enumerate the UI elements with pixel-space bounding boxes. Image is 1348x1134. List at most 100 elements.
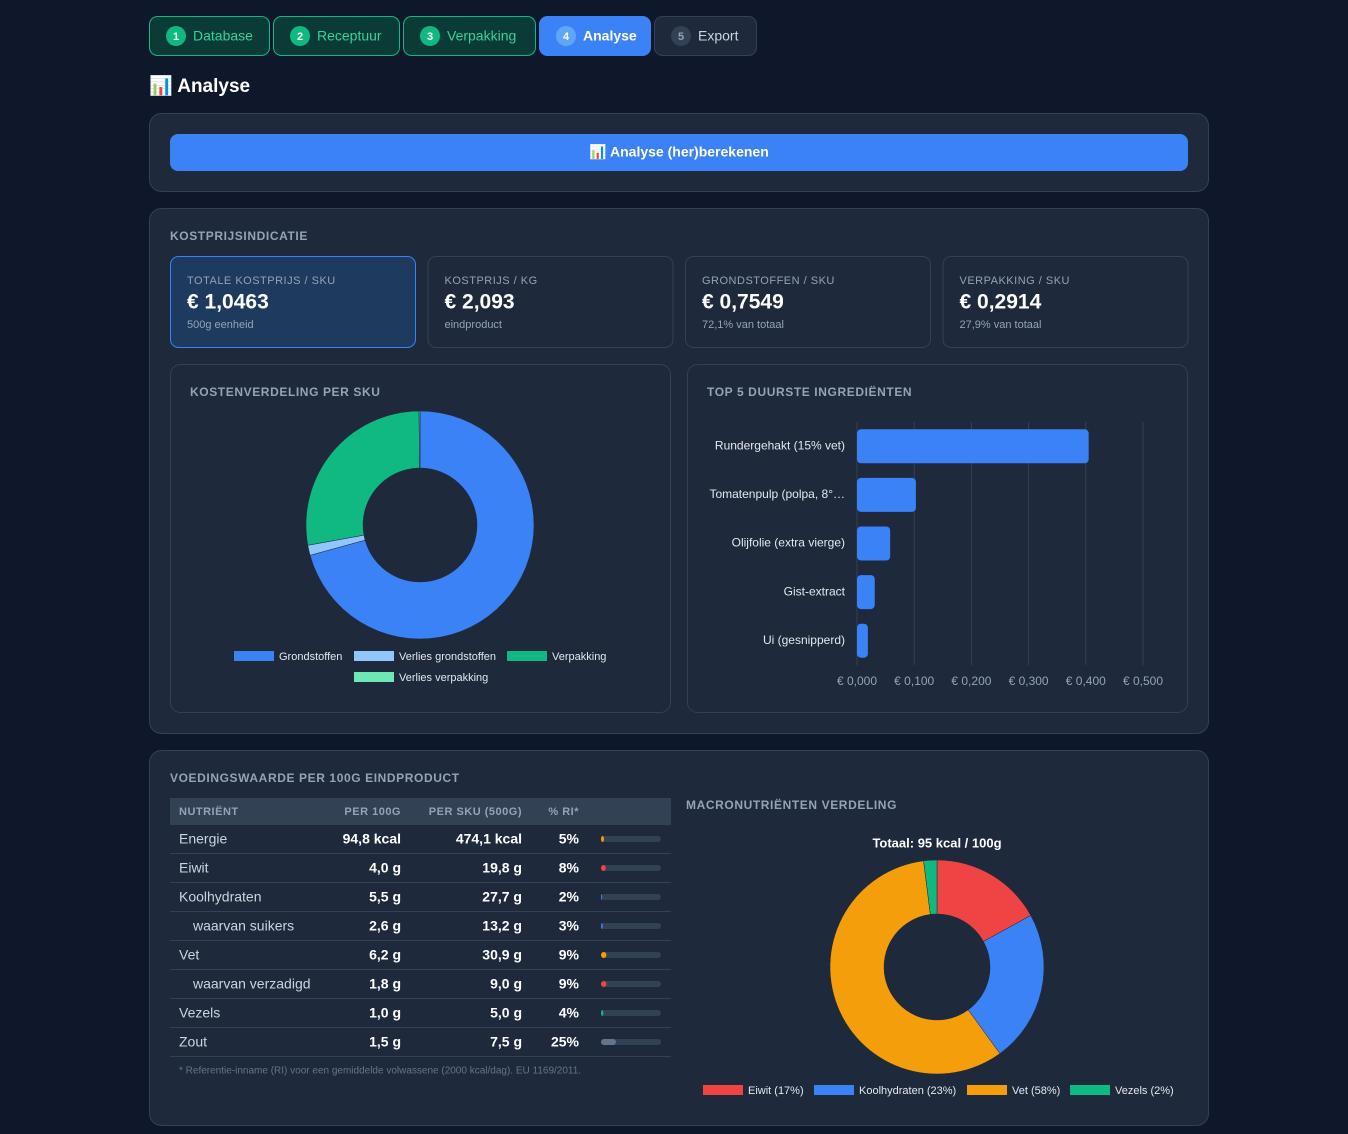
- ri-bar: [601, 836, 604, 842]
- step-number[interactable]: 2: [297, 31, 303, 43]
- per-100g: 4,0 g: [369, 860, 401, 876]
- ri-track: [601, 1010, 661, 1016]
- ri-percent: 2%: [559, 889, 580, 905]
- bar: [857, 429, 1089, 464]
- kpi-value: € 2,093: [445, 291, 515, 314]
- legend-label: Verpakking: [552, 651, 606, 663]
- step-tab[interactable]: [403, 16, 536, 56]
- step-label[interactable]: Receptuur: [317, 28, 382, 44]
- kpi-value: € 0,7549: [702, 291, 784, 314]
- ri-bar: [601, 1010, 604, 1016]
- nutrient-name: Koolhydraten: [179, 889, 262, 905]
- button-label[interactable]: 📊 Analyse (her)berekenen: [589, 144, 769, 161]
- kpi-card: [685, 256, 931, 348]
- page-title: 📊 Analyse: [149, 74, 250, 97]
- x-tick-label: € 0,400: [1066, 674, 1106, 688]
- donut-slice: [305, 410, 420, 546]
- kpi-sub: 72,1% van totaal: [702, 319, 784, 331]
- legend-label: Vezels (2%): [1115, 1085, 1174, 1097]
- y-tick-label: Gist-extract: [784, 584, 846, 598]
- ri-bar: [601, 894, 603, 900]
- y-tick-label: Ui (gesnipperd): [763, 633, 845, 647]
- kpi-sub: 27,9% van totaal: [960, 319, 1042, 331]
- ri-bar: [601, 923, 603, 929]
- nutrient-name: Zout: [179, 1034, 207, 1050]
- step-badge[interactable]: [290, 26, 310, 46]
- per-sku: 5,0 g: [490, 1005, 522, 1021]
- legend-label: Eiwit (17%): [748, 1085, 804, 1097]
- kpi-label: TOTALE KOSTPRIJS / SKU: [187, 275, 336, 287]
- x-tick-label: € 0,300: [1009, 674, 1049, 688]
- recalc-button[interactable]: [170, 134, 1188, 171]
- step-tab[interactable]: [149, 16, 270, 56]
- chart-subtitle: Totaal: 95 kcal / 100g: [872, 835, 1001, 850]
- step-label[interactable]: Export: [698, 28, 739, 44]
- kpi-label: KOSTPRIJS / KG: [445, 275, 538, 287]
- ri-percent: 8%: [559, 860, 580, 876]
- nutrient-name: Eiwit: [179, 860, 209, 876]
- step-label[interactable]: Verpakking: [447, 28, 516, 44]
- ri-bar: [601, 952, 607, 958]
- nutrient-name: Vezels: [179, 1005, 220, 1021]
- legend-swatch: [354, 672, 394, 682]
- legend-label: Verlies grondstoffen: [399, 651, 496, 663]
- chart-title: TOP 5 DUURSTE INGREDIËNTEN: [707, 384, 912, 399]
- column-header: PER 100G: [344, 806, 401, 818]
- ri-percent: 9%: [559, 947, 580, 963]
- section-heading: KOSTPRIJSINDICATIE: [170, 229, 308, 243]
- x-tick-label: € 0,500: [1123, 674, 1163, 688]
- step-badge[interactable]: [166, 26, 186, 46]
- ri-track: [601, 952, 661, 958]
- per-sku: 27,7 g: [482, 889, 522, 905]
- ri-track: [601, 1039, 661, 1045]
- column-header: PER SKU (500G): [429, 806, 522, 818]
- per-sku: 30,9 g: [482, 947, 522, 963]
- x-tick-label: € 0,000: [837, 674, 877, 688]
- ri-track: [601, 836, 661, 842]
- ri-percent: 3%: [559, 918, 580, 934]
- kpi-card: [427, 256, 674, 348]
- per-100g: 1,5 g: [369, 1034, 401, 1050]
- legend-label: Koolhydraten (23%): [859, 1085, 956, 1097]
- footnote: * Referentie-inname (RI) voor een gemidd…: [179, 1066, 581, 1077]
- chart-card: [170, 364, 671, 713]
- per-100g: 1,8 g: [369, 976, 401, 992]
- kpi-sub: 500g eenheid: [187, 319, 254, 331]
- bar: [857, 623, 868, 658]
- donut-slice: [309, 410, 535, 640]
- table-header: [170, 798, 671, 825]
- step-number[interactable]: 5: [678, 31, 684, 43]
- kpi-sub: eindproduct: [445, 319, 503, 331]
- step-badge[interactable]: [420, 26, 440, 46]
- step-number[interactable]: 1: [173, 31, 179, 43]
- ri-bar: [601, 1039, 616, 1045]
- legend-swatch: [507, 651, 547, 661]
- step-tab[interactable]: [273, 16, 400, 56]
- ri-percent: 4%: [559, 1005, 580, 1021]
- legend-swatch: [354, 651, 394, 661]
- nutrient-name: Energie: [179, 831, 227, 847]
- ri-track: [601, 923, 661, 929]
- step-label[interactable]: Analyse: [583, 28, 637, 44]
- column-header: NUTRIËNT: [179, 805, 239, 818]
- step-label[interactable]: Database: [193, 28, 253, 44]
- legend-swatch: [703, 1085, 743, 1095]
- per-100g: 6,2 g: [369, 947, 401, 963]
- step-badge[interactable]: [556, 26, 576, 46]
- per-100g: 2,6 g: [369, 918, 401, 934]
- kpi-card: [942, 256, 1189, 348]
- step-number[interactable]: 3: [427, 31, 433, 43]
- legend-swatch: [814, 1085, 854, 1095]
- chart-title: KOSTENVERDELING PER SKU: [190, 385, 381, 399]
- ri-bar: [601, 981, 607, 987]
- step-number[interactable]: 4: [563, 31, 570, 43]
- ri-track: [601, 981, 661, 987]
- step-badge[interactable]: [671, 26, 691, 46]
- donut-slice: [418, 410, 421, 469]
- x-tick-label: € 0,200: [951, 674, 991, 688]
- per-sku: 19,8 g: [482, 860, 522, 876]
- donut-slice: [829, 860, 1001, 1075]
- legend-label: Verlies verpakking: [399, 672, 488, 684]
- per-100g: 94,8 kcal: [343, 831, 401, 847]
